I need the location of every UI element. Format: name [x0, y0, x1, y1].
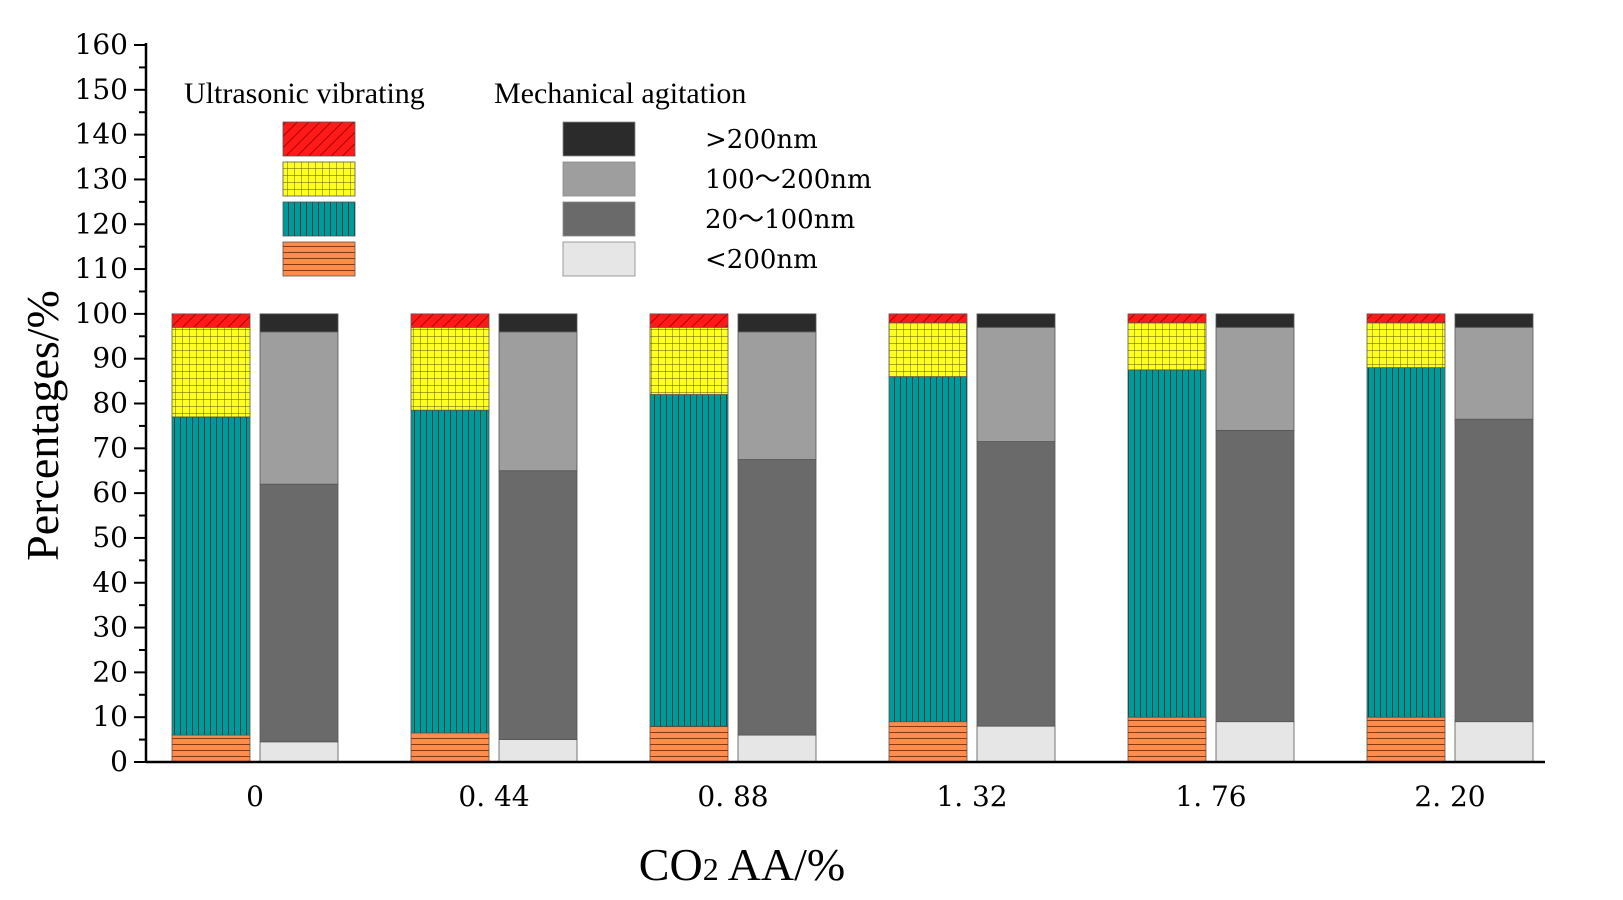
x-tick-label: 0 — [246, 780, 264, 813]
bars-layer — [171, 313, 1534, 763]
bar-ultrasonic-cat1-20100nm — [410, 409, 490, 734]
bar-ultrasonic-cat0-200nm — [171, 313, 251, 328]
y-tick-label: 120 — [75, 207, 128, 240]
bar-ultrasonic-cat1-100200nm — [410, 326, 490, 411]
bar-ultrasonic-cat3-200nm — [888, 313, 968, 324]
bar-mechanical-cat3-100200nm — [976, 326, 1056, 442]
legend-size-label: <200nm — [705, 245, 818, 275]
legend-swatch-ultrasonic-100200nm — [282, 161, 356, 197]
bar-mechanical-cat4-200nm — [1215, 313, 1295, 328]
x-tick-label: 0. 44 — [458, 780, 529, 813]
y-tick-label: 0 — [110, 745, 128, 778]
bar-mechanical-cat0-100200nm — [259, 331, 339, 485]
bar-mechanical-cat0-200nm — [259, 741, 339, 763]
bar-mechanical-cat5-200nm — [1454, 313, 1534, 328]
legend-swatch-mechanical-100200nm — [562, 161, 636, 197]
y-tick-label: 160 — [75, 28, 128, 61]
y-tick-label: 110 — [75, 252, 128, 285]
bar-ultrasonic-cat3-100200nm — [888, 322, 968, 378]
bar-ultrasonic-cat4-20100nm — [1127, 369, 1207, 718]
y-tick-label: 20 — [92, 655, 128, 688]
bar-ultrasonic-cat4-100200nm — [1127, 322, 1207, 371]
legend-swatch-ultrasonic-20100nm — [282, 201, 356, 237]
bar-mechanical-cat1-100200nm — [498, 331, 578, 472]
bar-ultrasonic-cat2-100200nm — [649, 326, 729, 395]
y-tick-label: 90 — [92, 342, 128, 375]
bar-ultrasonic-cat0-20100nm — [171, 416, 251, 736]
bar-mechanical-cat4-100200nm — [1215, 326, 1295, 431]
bar-ultrasonic-cat5-200nm — [1366, 716, 1446, 763]
y-tick-label: 50 — [92, 521, 128, 554]
bar-ultrasonic-cat3-200nm — [888, 721, 968, 763]
legend-swatch-ultrasonic-200nm — [282, 241, 356, 277]
x-axis-title: CO2 AA/% — [639, 839, 845, 890]
bar-ultrasonic-cat0-200nm — [171, 734, 251, 763]
y-tick-label: 150 — [75, 73, 128, 106]
x-tick-label: 1. 76 — [1175, 780, 1246, 813]
bar-ultrasonic-cat5-200nm — [1366, 313, 1446, 324]
bar-mechanical-cat2-100200nm — [737, 331, 817, 460]
y-tick-label: 60 — [92, 476, 128, 509]
x-tick-label: 1. 32 — [936, 780, 1007, 813]
legend-header-ultrasonic: Ultrasonic vibrating — [184, 77, 425, 110]
bar-mechanical-cat0-20100nm — [259, 483, 339, 743]
bar-ultrasonic-cat4-200nm — [1127, 716, 1207, 763]
y-tick-label: 80 — [92, 387, 128, 420]
bar-mechanical-cat1-20100nm — [498, 470, 578, 740]
y-tick-label: 10 — [92, 700, 128, 733]
bar-mechanical-cat5-200nm — [1454, 721, 1534, 763]
bar-mechanical-cat2-200nm — [737, 734, 817, 763]
bar-mechanical-cat1-200nm — [498, 739, 578, 763]
bar-mechanical-cat5-100200nm — [1454, 326, 1534, 420]
bar-mechanical-cat5-20100nm — [1454, 418, 1534, 723]
y-tick-label: 40 — [92, 566, 128, 599]
legend-swatch-mechanical-20100nm — [562, 201, 636, 237]
bar-mechanical-cat2-20100nm — [737, 459, 817, 736]
legend-swatch-mechanical-200nm — [562, 241, 636, 277]
legend-size-label: 20～100nm — [705, 205, 855, 235]
bar-mechanical-cat3-200nm — [976, 725, 1056, 763]
y-tick-label: 130 — [75, 162, 128, 195]
bar-mechanical-cat4-200nm — [1215, 721, 1295, 763]
bar-mechanical-cat2-200nm — [737, 313, 817, 333]
bar-ultrasonic-cat2-200nm — [649, 313, 729, 328]
bar-mechanical-cat4-20100nm — [1215, 429, 1295, 723]
legend: Ultrasonic vibrating Mechanical agitation… — [184, 77, 872, 277]
x-tick-label: 0. 88 — [697, 780, 768, 813]
bar-ultrasonic-cat4-200nm — [1127, 313, 1207, 324]
bar-ultrasonic-cat1-200nm — [410, 313, 490, 328]
bar-ultrasonic-cat2-200nm — [649, 725, 729, 763]
bar-ultrasonic-cat5-20100nm — [1366, 367, 1446, 718]
legend-size-label: >200nm — [705, 125, 818, 155]
bar-mechanical-cat0-200nm — [259, 313, 339, 333]
bar-ultrasonic-cat5-100200nm — [1366, 322, 1446, 369]
legend-swatch-mechanical-200nm — [562, 121, 636, 157]
legend-header-mechanical: Mechanical agitation — [494, 77, 746, 110]
y-tick-label: 140 — [75, 118, 128, 151]
legend-size-label: 100～200nm — [705, 165, 872, 195]
axes-layer: 0 0. 44 0. 88 1. 32 1. 76 2. 20 0 10 20 30 40 50 60 7… — [17, 28, 1545, 890]
bar-mechanical-cat3-20100nm — [976, 441, 1056, 727]
y-tick-label: 100 — [75, 297, 128, 330]
legend-swatch-ultrasonic-200nm — [282, 121, 356, 157]
x-tick-label: 2. 20 — [1414, 780, 1485, 813]
bar-ultrasonic-cat3-20100nm — [888, 376, 968, 723]
bar-ultrasonic-cat1-200nm — [410, 732, 490, 763]
bar-mechanical-cat1-200nm — [498, 313, 578, 333]
y-axis-title: Percentages/% — [17, 290, 68, 561]
bar-mechanical-cat3-200nm — [976, 313, 1056, 328]
bar-ultrasonic-cat2-20100nm — [649, 394, 729, 727]
bar-ultrasonic-cat0-100200nm — [171, 326, 251, 418]
y-tick-label: 70 — [92, 431, 128, 464]
y-tick-label: 30 — [92, 611, 128, 644]
